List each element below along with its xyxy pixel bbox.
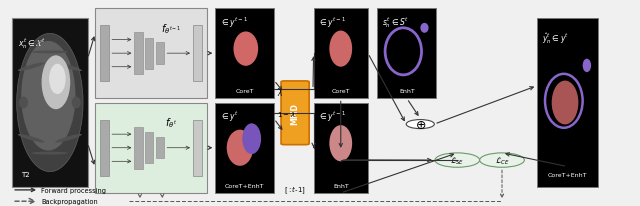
FancyBboxPatch shape [12,19,88,187]
Ellipse shape [31,152,68,155]
Ellipse shape [21,42,76,151]
Ellipse shape [31,51,68,54]
Text: $[{:t\text{-}1}]$: $[{:t\text{-}1}]$ [284,183,305,195]
Text: $\mathcal{L}_{CE}$: $\mathcal{L}_{CE}$ [495,154,509,166]
Ellipse shape [234,32,258,67]
Text: CoreT: CoreT [332,89,350,94]
FancyBboxPatch shape [193,26,202,82]
Ellipse shape [18,63,45,72]
FancyBboxPatch shape [100,120,109,176]
Ellipse shape [72,97,81,109]
Ellipse shape [227,130,253,166]
Ellipse shape [19,97,28,109]
Ellipse shape [330,125,352,162]
Text: $f_{\theta^{t-1}}$: $f_{\theta^{t-1}}$ [161,22,182,36]
Ellipse shape [42,56,70,110]
Ellipse shape [552,81,579,125]
FancyBboxPatch shape [134,33,143,75]
Ellipse shape [582,59,591,73]
Text: $s_n^t \in S^t$: $s_n^t \in S^t$ [382,15,409,30]
Text: Forward processing: Forward processing [41,187,106,193]
Text: CoreT: CoreT [236,89,254,94]
Text: $\lambda$: $\lambda$ [277,86,284,97]
Text: $x_n^t \in \mathcal{X}^t$: $x_n^t \in \mathcal{X}^t$ [18,36,46,51]
Ellipse shape [49,64,66,95]
FancyBboxPatch shape [537,19,598,187]
Text: $1-\lambda$: $1-\lambda$ [277,109,296,118]
FancyBboxPatch shape [156,137,164,159]
Circle shape [435,153,479,167]
FancyBboxPatch shape [215,9,274,99]
Circle shape [406,120,435,129]
Text: EnhT: EnhT [399,89,415,94]
Text: EnhT: EnhT [333,183,349,188]
Text: Backpropagation: Backpropagation [41,198,98,204]
Text: $\mathcal{L}_{SE}$: $\mathcal{L}_{SE}$ [450,154,465,166]
Text: CoreT+EnhT: CoreT+EnhT [225,183,264,188]
FancyBboxPatch shape [100,26,109,82]
Ellipse shape [243,124,261,154]
Text: $\hat{y}_n^t \in y^t$: $\hat{y}_n^t \in y^t$ [542,31,569,46]
FancyBboxPatch shape [95,9,207,99]
FancyBboxPatch shape [193,120,202,176]
Text: CoreT+EnhT: CoreT+EnhT [548,172,588,177]
Ellipse shape [18,134,45,143]
Text: $\in y^{t}$: $\in y^{t}$ [220,109,239,124]
FancyBboxPatch shape [378,9,436,99]
Text: $\in y^{t-1}$: $\in y^{t-1}$ [318,109,346,124]
FancyBboxPatch shape [145,39,154,69]
Ellipse shape [55,63,82,72]
FancyBboxPatch shape [134,127,143,169]
FancyBboxPatch shape [314,103,368,193]
Ellipse shape [55,134,82,143]
Ellipse shape [17,34,83,172]
Text: $f_{\theta^t}$: $f_{\theta^t}$ [165,116,177,130]
FancyBboxPatch shape [281,82,309,145]
FancyBboxPatch shape [215,103,274,193]
FancyBboxPatch shape [314,9,368,99]
Text: $\oplus$: $\oplus$ [415,118,426,131]
Text: T2: T2 [21,171,30,177]
FancyBboxPatch shape [156,43,164,64]
Text: $\in y^{t-1}$: $\in y^{t-1}$ [220,15,248,29]
FancyBboxPatch shape [95,103,207,193]
FancyBboxPatch shape [145,133,154,163]
Text: MMD: MMD [291,102,300,124]
Ellipse shape [330,31,352,67]
Circle shape [479,153,524,167]
Ellipse shape [420,24,429,34]
Text: $\in y^{t-1}$: $\in y^{t-1}$ [318,15,346,29]
